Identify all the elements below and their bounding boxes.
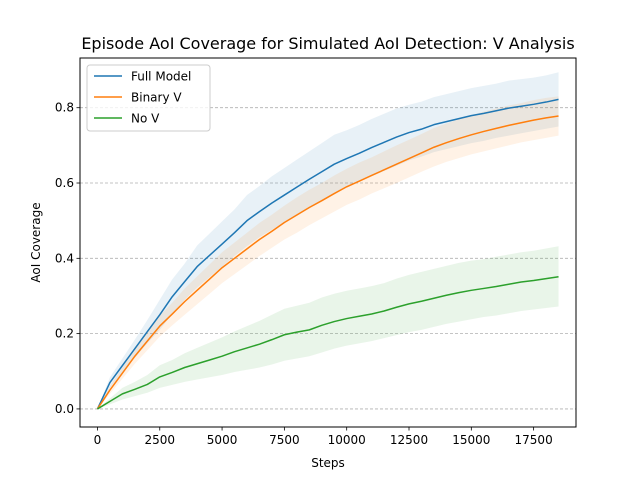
band-layer [97,72,559,409]
legend-label-full-model: Full Model [131,70,191,84]
y-tick-label: 0.6 [55,176,74,190]
y-tick-label: 0.0 [55,402,74,416]
band-no-v [97,246,559,409]
legend-label-no-v: No V [131,112,160,126]
legend-label-binary-v: Binary V [131,91,182,105]
y-tick-label: 0.8 [55,101,74,115]
x-tick-label: 0 [94,433,102,447]
x-tick-label: 2500 [144,433,175,447]
y-axis: 0.0 0.2 0.4 0.6 0.8 [55,101,80,416]
band-binary-v [97,96,559,409]
x-axis: 0 2500 5000 7500 10000 12500 15000 17500 [94,427,553,447]
x-axis-label: Steps [311,456,345,470]
y-tick-label: 0.2 [55,327,74,341]
x-tick-label: 15000 [452,433,490,447]
x-tick-label: 7500 [269,433,300,447]
series-line-full-model [96,98,559,410]
plot-frame [79,57,577,428]
x-tick-label: 12500 [390,433,428,447]
y-tick-label: 0.4 [55,251,74,265]
y-axis-label: AoI Coverage [29,202,43,282]
line-layer [96,98,559,410]
series-line-binary-v [96,115,559,410]
legend: Full Model Binary V No V [86,64,211,132]
x-tick-label: 5000 [207,433,238,447]
band-full-model [97,72,559,409]
x-tick-label: 17500 [515,433,553,447]
x-tick-label: 10000 [328,433,366,447]
series-line-no-v [97,276,559,410]
legend-box [86,64,211,132]
chart-title: Episode AoI Coverage for Simulated AoI D… [81,34,574,53]
